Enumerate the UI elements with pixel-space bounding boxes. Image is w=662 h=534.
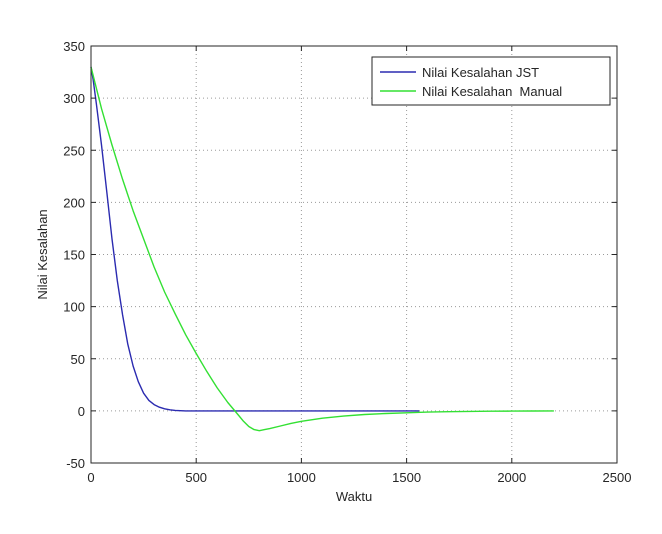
y-tick-label: 50 xyxy=(71,352,85,367)
legend-box xyxy=(371,56,611,106)
legend-label-jst: Nilai Kesalahan JST xyxy=(422,65,539,80)
y-tick-label: 300 xyxy=(63,91,85,106)
y-tick-label: 250 xyxy=(63,143,85,158)
y-tick-label: 350 xyxy=(63,39,85,54)
legend: Nilai Kesalahan JST Nilai Kesalahan Manu… xyxy=(371,56,611,106)
series-line-manual xyxy=(90,66,554,432)
plot-area xyxy=(91,46,617,463)
y-tick-label: 0 xyxy=(78,404,85,419)
legend-label-manual: Nilai Kesalahan Manual xyxy=(422,84,562,99)
y-tick-label: 200 xyxy=(63,195,85,210)
y-tick-label: 100 xyxy=(63,300,85,315)
series-line-jst xyxy=(90,66,420,412)
x-tick-label: 2000 xyxy=(497,470,526,485)
x-tick-label: 1500 xyxy=(392,470,421,485)
y-axis-label: Nilai Kesalahan xyxy=(35,209,50,299)
x-tick-label: 0 xyxy=(87,470,94,485)
y-tick-label: 150 xyxy=(63,248,85,263)
y-tick-label: -50 xyxy=(66,456,85,471)
x-axis-label: Waktu xyxy=(336,489,372,504)
axis-ticks: 0 500 1000 1500 2000 2500-5005010015020025030… xyxy=(63,39,631,485)
series-lines xyxy=(90,66,554,432)
x-tick-label: 2500 xyxy=(603,470,632,485)
x-tick-label: 1000 xyxy=(287,470,316,485)
grid xyxy=(91,46,617,463)
x-tick-label: 500 xyxy=(185,470,207,485)
